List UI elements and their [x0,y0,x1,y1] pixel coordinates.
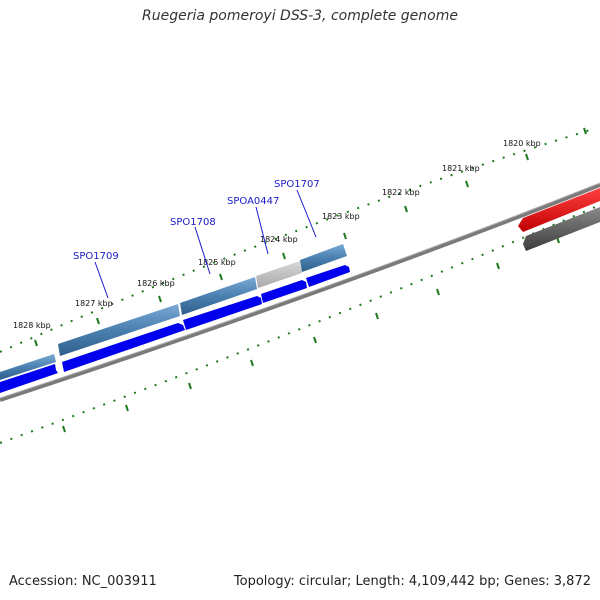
feature-segment-left [0,354,56,380]
scale-label-1826: 1826 kbp [137,279,175,288]
feature-red-arrow [518,188,600,232]
gene-label-spo1709[interactable]: SPO1709 [73,251,119,262]
gene-label-spo1707[interactable]: SPO1707 [274,179,320,190]
scale-label-1822: 1822 kbp [382,188,420,197]
accession-text: Accession: NC_003911 [9,574,157,589]
scale-label-1825: 1825 kbp [198,258,236,267]
scale-label-1828: 1828 kbp [13,321,51,330]
cds-arrow-2 [62,323,185,372]
gene-label-spoa0447[interactable]: SPOA0447 [227,196,279,207]
feature-segment-spoa0447 [256,261,302,288]
cds-arrow-5 [306,265,350,287]
feature-segment-spo1707 [300,244,347,272]
major-ticks-outer [34,127,587,347]
scale-label-1821: 1821 kbp [442,164,480,173]
gene-leader-lines [94,189,317,299]
cds-arrow-1 [0,364,58,393]
feature-segment-spo1708 [180,277,257,315]
scale-label-1820: 1820 kbp [503,139,541,148]
scale-label-1827: 1827 kbp [75,299,113,308]
inner-tick-track [0,204,600,444]
feature-segment-spo1709 [58,304,180,356]
scale-label-1824: 1824 kbp [260,235,298,244]
genome-summary-text: Topology: circular; Length: 4,109,442 bp… [233,574,591,589]
genome-backbone [0,183,600,402]
gene-label-spo1708[interactable]: SPO1708 [170,217,216,228]
cds-arrow-4 [261,280,307,303]
feature-dark-gray [523,207,600,251]
cds-arrow-3 [183,296,262,330]
scale-label-1823: 1823 kbp [322,212,360,221]
map-title: Ruegeria pomeroyi DSS-3, complete genome [142,8,458,24]
